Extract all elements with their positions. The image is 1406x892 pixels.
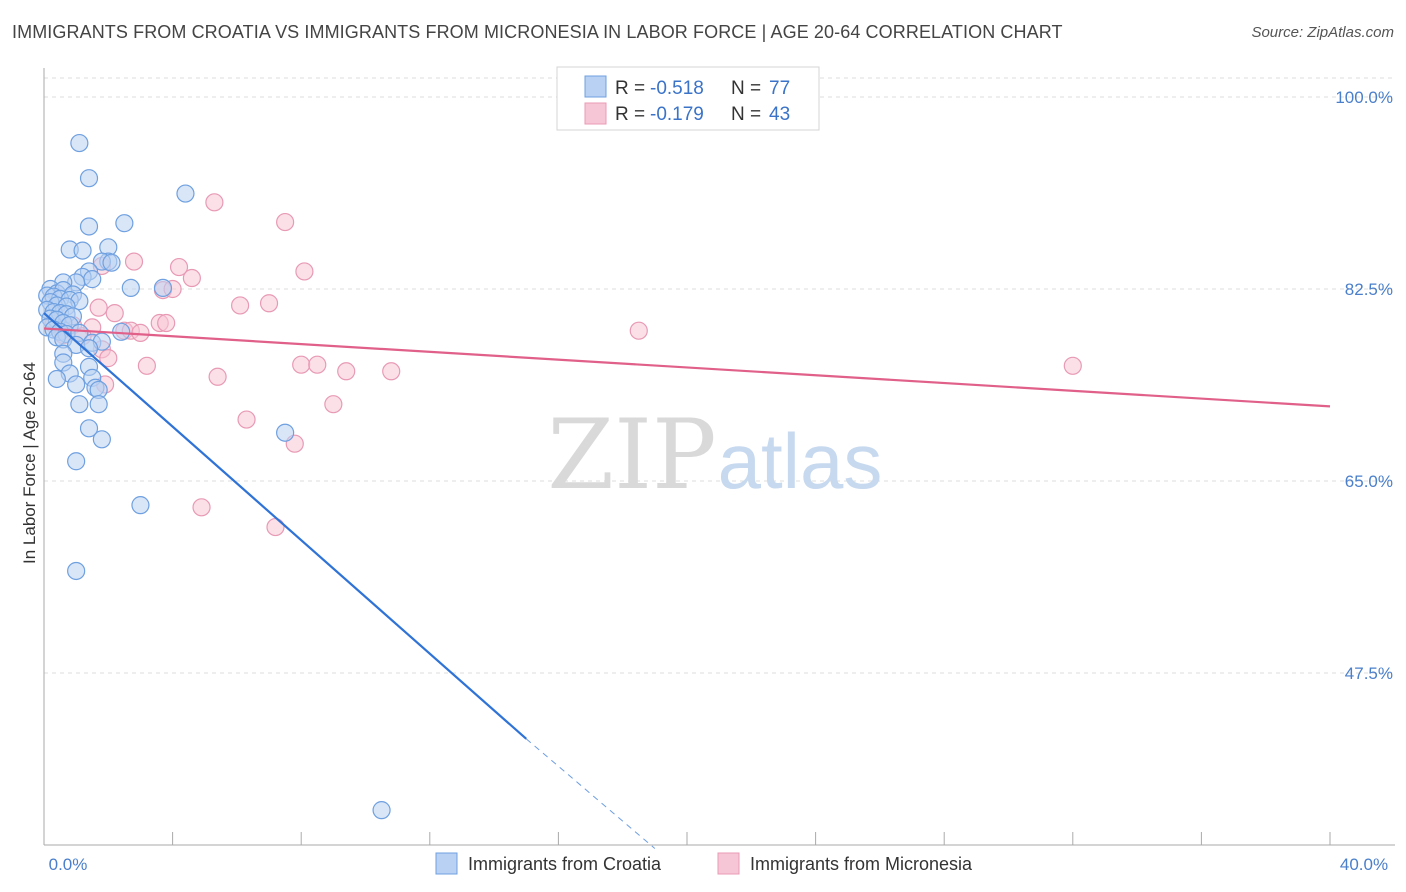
micronesia-point-25 — [99, 349, 118, 368]
chart-title: IMMIGRANTS FROM CROATIA VS IMMIGRANTS FR… — [12, 22, 1063, 42]
croatia-point-49 — [79, 339, 99, 358]
legend-r-label-croatia: R = — [615, 78, 645, 99]
watermark-zip: ZIP — [547, 399, 716, 511]
x-tick-max: 40.0% — [1340, 855, 1388, 874]
y-tick-label-1: 82.5% — [1345, 280, 1393, 299]
x-tick-min: 0.0% — [49, 855, 88, 874]
micronesia-point-3 — [169, 257, 189, 277]
legend-r-label-micronesia: R = — [615, 104, 645, 125]
micronesia-point-32 — [208, 367, 227, 386]
micronesia-point-1 — [276, 212, 295, 232]
micronesia-point-31 — [1063, 356, 1082, 375]
croatia-point-1 — [79, 169, 99, 188]
series-croatia-points — [38, 133, 391, 820]
croatia-point-67 — [67, 561, 86, 581]
x-tick-labels: 0.0% 40.0% — [49, 855, 1388, 874]
croatia-point-20 — [121, 278, 140, 298]
y-tick-labels: 100.0% 82.5% 65.0% 47.5% — [1335, 88, 1393, 683]
croatia-point-64 — [276, 423, 295, 442]
micronesia-point-9 — [231, 296, 250, 315]
legend-n-label-micronesia: N = — [731, 104, 761, 125]
bottom-legend-micronesia: Immigrants from Micronesia — [750, 854, 973, 874]
croatia-point-65 — [67, 452, 86, 471]
croatia-point-6 — [73, 241, 92, 260]
croatia-point-61 — [89, 395, 108, 414]
y-axis-label: In Labor Force | Age 20-64 — [20, 362, 39, 564]
source-label: Source: ZipAtlas.com — [1251, 24, 1394, 41]
micronesia-point-28 — [308, 355, 327, 374]
croatia-point-66 — [131, 496, 150, 515]
legend-r-value-croatia: -0.518 — [650, 78, 704, 99]
croatia-trend-extension — [525, 738, 656, 849]
micronesia-point-21 — [629, 321, 648, 340]
bottom-legend-croatia: Immigrants from Croatia — [468, 854, 662, 874]
croatia-trend-line — [43, 312, 527, 740]
croatia-point-62 — [79, 419, 99, 438]
bottom-legend-swatch-croatia — [435, 852, 458, 875]
micronesia-point-14 — [157, 313, 176, 333]
trend-lines — [43, 312, 1331, 849]
croatia-point-13 — [83, 270, 102, 289]
micronesia-point-2 — [124, 252, 144, 271]
micronesia-point-27 — [292, 355, 311, 374]
gridlines — [44, 77, 1395, 674]
croatia-point-63 — [92, 430, 111, 449]
axes — [43, 68, 1395, 846]
legend-n-label-croatia: N = — [731, 78, 761, 99]
micronesia-point-26 — [137, 356, 156, 375]
bottom-legend: Immigrants from Croatia Immigrants from … — [435, 852, 973, 875]
croatia-point-68 — [372, 801, 391, 820]
legend-swatch-croatia — [584, 75, 607, 98]
micronesia-trend-line — [43, 327, 1331, 408]
micronesia-point-10 — [259, 294, 279, 313]
croatia-point-2 — [176, 184, 195, 203]
micronesia-point-38 — [266, 517, 285, 537]
legend-box: R = -0.518 N = 77 R = -0.179 N = 43 — [556, 66, 820, 131]
croatia-point-4 — [115, 214, 134, 233]
croatia-point-56 — [47, 369, 66, 389]
micronesia-point-30 — [382, 362, 401, 381]
bottom-legend-swatch-micronesia — [717, 852, 740, 875]
croatia-point-10 — [102, 253, 121, 272]
micronesia-point-6 — [182, 268, 201, 288]
micronesia-point-11 — [89, 298, 108, 317]
croatia-point-60 — [70, 395, 89, 414]
y-tick-label-3: 47.5% — [1345, 664, 1393, 683]
micronesia-point-4 — [295, 262, 314, 281]
micronesia-point-12 — [105, 304, 124, 323]
micronesia-point-37 — [192, 498, 211, 517]
croatia-point-3 — [79, 217, 99, 236]
croatia-point-21 — [153, 278, 173, 298]
micronesia-point-34 — [324, 395, 343, 414]
croatia-point-0 — [70, 133, 89, 153]
legend-n-value-croatia: 77 — [769, 78, 790, 99]
legend-r-value-micronesia: -0.179 — [650, 104, 704, 125]
micronesia-point-29 — [337, 362, 356, 381]
micronesia-point-0 — [205, 193, 224, 212]
watermark: ZIP atlas — [547, 399, 882, 511]
y-tick-label-2: 65.0% — [1345, 472, 1393, 491]
croatia-point-57 — [67, 375, 86, 394]
micronesia-point-35 — [237, 410, 256, 429]
legend-n-value-micronesia: 43 — [769, 104, 790, 125]
watermark-atlas: atlas — [718, 417, 883, 505]
y-tick-label-0: 100.0% — [1335, 88, 1393, 107]
legend-swatch-micronesia — [584, 102, 607, 125]
